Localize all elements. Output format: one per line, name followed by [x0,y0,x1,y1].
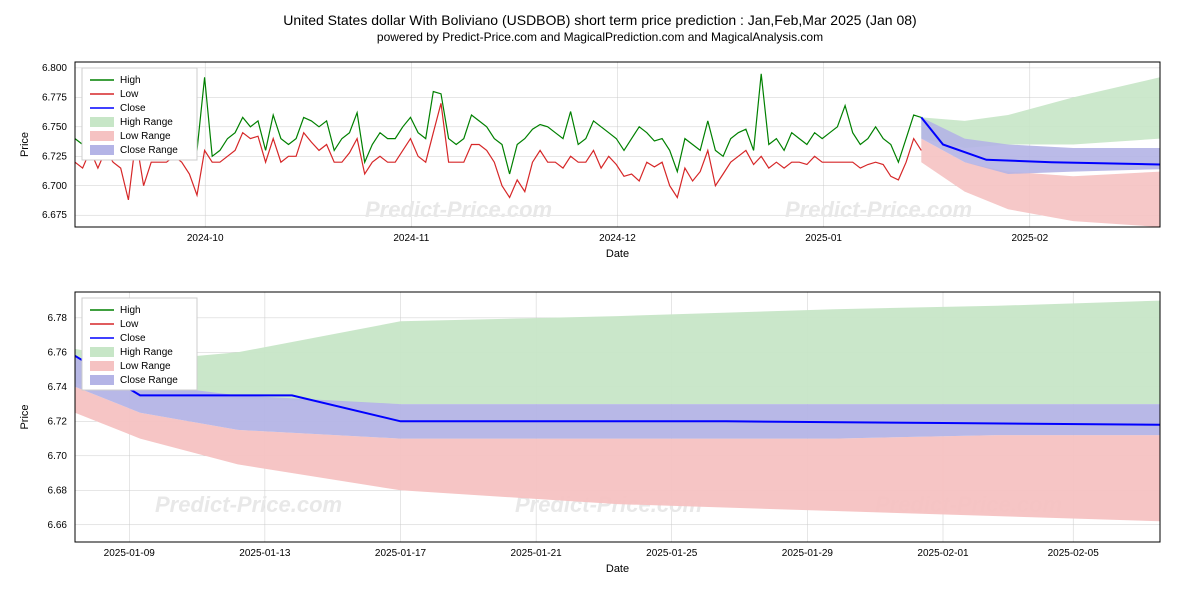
legend-swatch [90,145,114,155]
chart-1-wrapper: 6.675 6.700 6.725 6.750 6.775 6.800 2024-10 202… [10,52,1190,262]
x-tick-label: 2025-02-01 [917,548,969,559]
legend-label: High [120,305,141,316]
x-tick-label: 2025-01-09 [104,548,156,559]
legend-swatch [90,375,114,385]
y-tick-label: 6.76 [48,347,68,358]
legend-label: Low [120,89,139,100]
x-axis-label: Date [606,248,629,260]
legend-label: High Range [120,347,173,358]
x-tick-label: 2025-01-17 [375,548,427,559]
y-tick-label: 6.72 [48,416,68,427]
legend-label: Close Range [120,145,178,156]
y-tick-label: 6.775 [42,92,67,103]
y-tick-label: 6.725 [42,151,67,162]
legend-label: Close [120,333,146,344]
x-tick-label: 2025-01 [805,233,842,244]
legend-swatch [90,347,114,357]
low-line [75,103,921,200]
high-line [75,74,921,174]
legend-swatch [90,361,114,371]
legend-label: Low Range [120,361,171,372]
x-tick-label: 2025-02 [1011,233,1048,244]
y-tick-label: 6.675 [42,210,67,221]
y-tick-label: 6.66 [48,520,68,531]
chart-subtitle: powered by Predict-Price.com and Magical… [10,30,1190,44]
legend-label: Low Range [120,131,171,142]
x-axis-label: Date [606,563,629,575]
x-tick-label: 2025-02-05 [1048,548,1100,559]
legend-label: Close [120,103,146,114]
chart-title: United States dollar With Boliviano (USD… [10,12,1190,28]
x-tick-label: 2024-12 [599,233,636,244]
y-tick-label: 6.74 [48,382,68,393]
y-tick-label: 6.70 [48,451,68,462]
legend-label: High [120,75,141,86]
y-axis-label: Price [19,404,31,429]
legend-swatch [90,131,114,141]
x-tick-label: 2025-01-29 [782,548,834,559]
high-range-area [75,301,1160,405]
legend-label: Close Range [120,375,178,386]
chart-2: 6.66 6.68 6.70 6.72 6.74 6.76 6.78 2025-01-09 20… [10,282,1170,582]
y-axis-label: Price [19,132,31,157]
y-tick-label: 6.800 [42,63,67,74]
x-tick-label: 2025-01-21 [511,548,563,559]
y-tick-label: 6.750 [42,122,67,133]
chart-1: 6.675 6.700 6.725 6.750 6.775 6.800 2024-10 202… [10,52,1170,262]
y-tick-label: 6.78 [48,313,68,324]
watermark-text: Predict-Price.com [155,492,342,517]
y-tick-label: 6.68 [48,485,68,496]
chart-2-wrapper: 6.66 6.68 6.70 6.72 6.74 6.76 6.78 2025-01-09 20… [10,282,1190,582]
watermark-text: Predict-Price.com [365,197,552,222]
x-tick-label: 2024-10 [187,233,224,244]
watermark-text: Predict-Price.com [785,197,972,222]
legend-label: Low [120,319,139,330]
legend-label: High Range [120,117,173,128]
y-tick-label: 6.700 [42,181,67,192]
legend-swatch [90,117,114,127]
x-tick-label: 2024-11 [393,233,429,244]
x-tick-label: 2025-01-25 [646,548,698,559]
x-tick-label: 2025-01-13 [239,548,291,559]
